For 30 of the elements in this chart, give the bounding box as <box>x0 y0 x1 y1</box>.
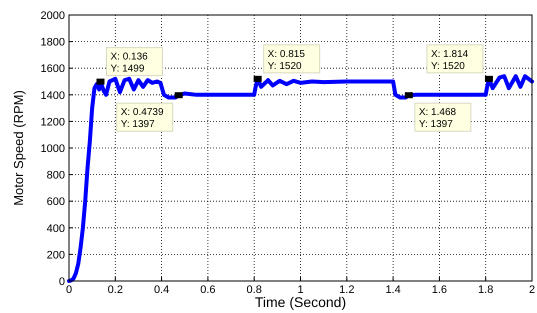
y-tick-label: 400 <box>46 222 65 235</box>
x-tick-label: 1.2 <box>339 284 354 296</box>
y-tick-label: 1600 <box>40 63 65 76</box>
annotation: X: 0.136 Y: 1499 <box>110 52 148 75</box>
y-tick-label: 1400 <box>40 90 65 102</box>
x-tick-label: 0.2 <box>108 284 123 296</box>
annotation: X: 1.814 Y: 1520 <box>430 48 469 72</box>
y-tick-label: 1800 <box>40 36 65 49</box>
y-axis-title: Motor Speed (RPM) <box>11 90 26 206</box>
x-tick-label: 1.6 <box>432 284 448 296</box>
annotation: X: 0.4739 Y: 1397 <box>120 107 164 130</box>
x-tick-label: 1.8 <box>478 284 494 296</box>
y-tick-label: 0 <box>58 276 65 288</box>
line-series <box>67 74 534 283</box>
y-tick-label: 1200 <box>40 116 65 128</box>
x-tick-label: 0.4 <box>154 284 170 296</box>
annotation: X: 1.468 Y: 1397 <box>418 107 457 130</box>
y-tick-label: 200 <box>46 249 65 262</box>
y-tick-label: 2000 <box>40 10 65 22</box>
x-axis-title: Time (Second) <box>254 294 346 310</box>
y-tick-label: 800 <box>46 170 65 182</box>
x-tick-label: 1 <box>297 284 304 296</box>
y-tick-label: 1000 <box>40 143 65 155</box>
x-tick-label: 1.4 <box>385 284 401 296</box>
x-tick-label: 0.8 <box>246 284 262 296</box>
x-tick-label: 0 <box>66 284 72 296</box>
x-tick-label: 0.6 <box>200 284 216 296</box>
annotation: X: 0.815 Y: 1520 <box>268 48 306 72</box>
x-tick-label: 2 <box>528 284 536 296</box>
y-tick-label: 600 <box>46 196 65 208</box>
